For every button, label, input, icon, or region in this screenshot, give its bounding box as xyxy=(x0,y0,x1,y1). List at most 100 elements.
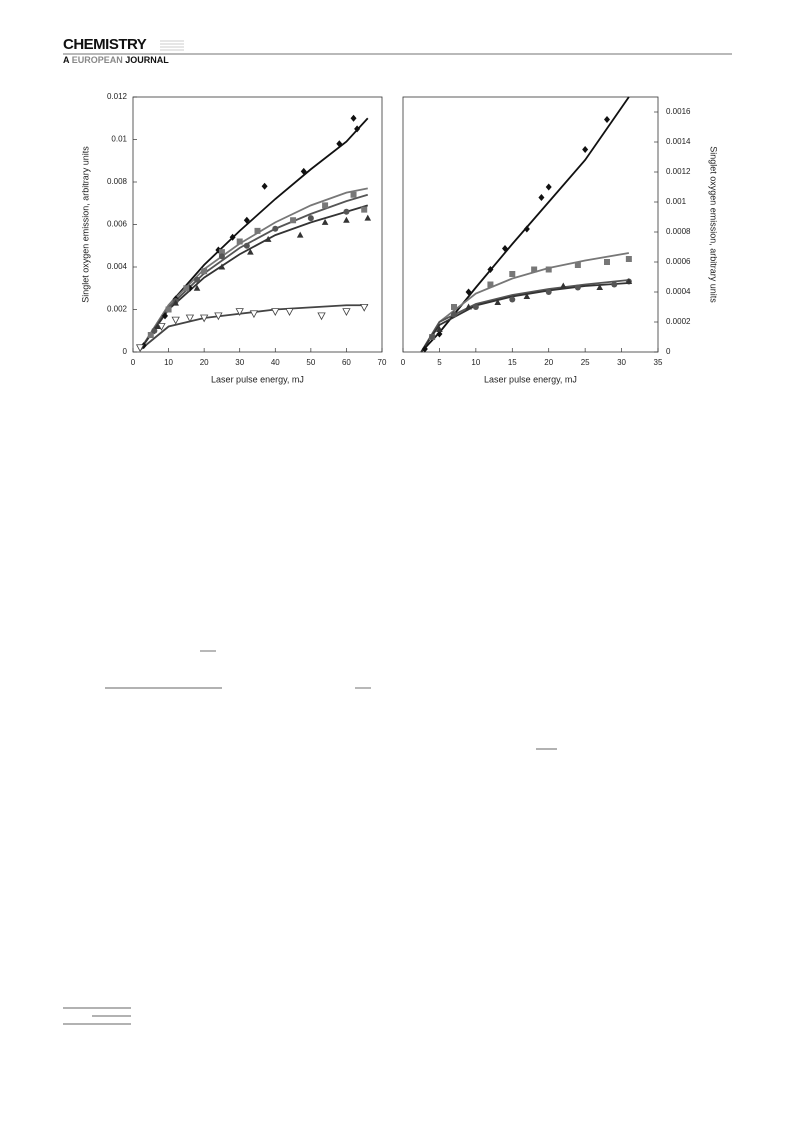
triangle-point xyxy=(523,293,531,299)
y-tick-label: 0 xyxy=(123,347,128,356)
y-tick-label: 0.006 xyxy=(107,220,128,229)
square-point xyxy=(361,206,368,213)
circle-point xyxy=(272,225,279,232)
diamond-point xyxy=(350,114,357,122)
square-point xyxy=(604,259,610,265)
y-tick-label: 0.0016 xyxy=(666,107,691,116)
x-tick-label: 20 xyxy=(544,358,553,367)
y-axis-label: Singlet oxygen emission, arbitrary units xyxy=(80,146,90,303)
triangle-down-point xyxy=(185,314,195,323)
circle-point xyxy=(307,215,314,222)
plot-frame xyxy=(402,96,659,353)
circle-point xyxy=(343,208,350,215)
journal-name: CHEMISTRY xyxy=(63,36,147,53)
circle-point xyxy=(243,242,250,249)
y-tick-label: 0.0012 xyxy=(666,167,691,176)
circle-point xyxy=(451,311,457,318)
subtitle-a: A xyxy=(63,55,70,65)
diamond-point xyxy=(604,116,610,123)
triangle-point xyxy=(321,218,329,225)
text-rules xyxy=(63,650,557,1025)
diamond-point xyxy=(545,183,552,191)
x-tick-label: 40 xyxy=(271,358,280,367)
square-point xyxy=(254,227,261,234)
square-point xyxy=(574,262,581,268)
y-tick-label: 0.001 xyxy=(666,197,687,206)
triangle-point xyxy=(436,326,443,332)
triangle-point xyxy=(364,214,372,221)
subtitle-journal: JOURNAL xyxy=(125,55,169,65)
x-tick-label: 35 xyxy=(654,358,663,367)
x-tick-label: 0 xyxy=(401,358,406,367)
fit-curve xyxy=(420,282,629,353)
square-point xyxy=(165,306,172,313)
x-axis-label: Laser pulse energy, mJ xyxy=(211,374,304,384)
triangle-down-point xyxy=(171,316,180,325)
triangle-point xyxy=(559,282,567,289)
square-point xyxy=(625,256,632,262)
y-tick-label: 0.004 xyxy=(107,262,128,271)
triangle-point xyxy=(465,303,472,310)
diamond-point xyxy=(261,182,268,190)
triangle-down-point xyxy=(157,323,166,331)
x-tick-label: 20 xyxy=(200,358,209,367)
diamond-point xyxy=(229,233,236,241)
x-tick-label: 50 xyxy=(306,358,315,367)
journal-lines xyxy=(160,40,184,51)
diamond-point xyxy=(582,146,589,153)
diamond-point xyxy=(300,167,307,175)
circle-point xyxy=(545,289,552,295)
plot-frame xyxy=(132,96,383,353)
square-point xyxy=(183,285,190,292)
y-tick-label: 0.0004 xyxy=(666,287,691,296)
x-tick-label: 10 xyxy=(164,358,173,367)
circle-point xyxy=(574,284,581,291)
triangle-down-point xyxy=(342,308,351,316)
y-tick-label: 0.01 xyxy=(111,135,127,144)
triangle-point xyxy=(172,299,179,306)
triangle-point xyxy=(625,278,633,284)
triangle-down-point xyxy=(285,308,294,316)
x-tick-label: 70 xyxy=(378,358,387,367)
square-point xyxy=(218,249,225,256)
x-tick-label: 10 xyxy=(471,358,480,367)
triangle-down-point xyxy=(271,308,280,316)
square-point xyxy=(509,271,516,277)
square-point xyxy=(531,266,538,273)
fit-curve xyxy=(420,279,629,353)
triangle-down-point xyxy=(199,314,209,323)
circle-point xyxy=(472,304,479,310)
triangle-point xyxy=(193,284,201,291)
x-tick-label: 5 xyxy=(437,358,442,367)
y-tick-label: 0.002 xyxy=(107,305,128,314)
fit-curve xyxy=(139,204,369,351)
triangle-point xyxy=(296,231,304,238)
diamond-point xyxy=(243,216,250,224)
y-axis-label: Singlet oxygen emission, arbitrary units xyxy=(709,146,719,303)
circle-point xyxy=(611,281,618,288)
triangle-down-point xyxy=(317,312,326,321)
diamond-point xyxy=(354,125,361,133)
square-point xyxy=(322,202,329,209)
square-point xyxy=(451,304,457,310)
square-point xyxy=(147,332,154,338)
circle-point xyxy=(429,334,436,340)
triangle-down-point xyxy=(249,310,259,319)
square-point xyxy=(350,191,357,198)
diamond-point xyxy=(162,312,169,320)
circle-point xyxy=(194,276,201,283)
triangle-point xyxy=(218,263,226,270)
triangle-point xyxy=(494,299,502,305)
diamond-point xyxy=(502,245,508,252)
y-tick-label: 0.0014 xyxy=(666,137,691,146)
circle-point xyxy=(509,296,516,303)
y-tick-label: 0.008 xyxy=(107,177,128,186)
x-tick-label: 30 xyxy=(235,358,244,367)
triangle-down-point xyxy=(214,312,223,321)
y-tick-label: 0.0008 xyxy=(666,227,691,236)
triangle-down-point xyxy=(360,303,369,312)
triangle-down-point xyxy=(135,344,145,353)
square-point xyxy=(487,281,494,288)
